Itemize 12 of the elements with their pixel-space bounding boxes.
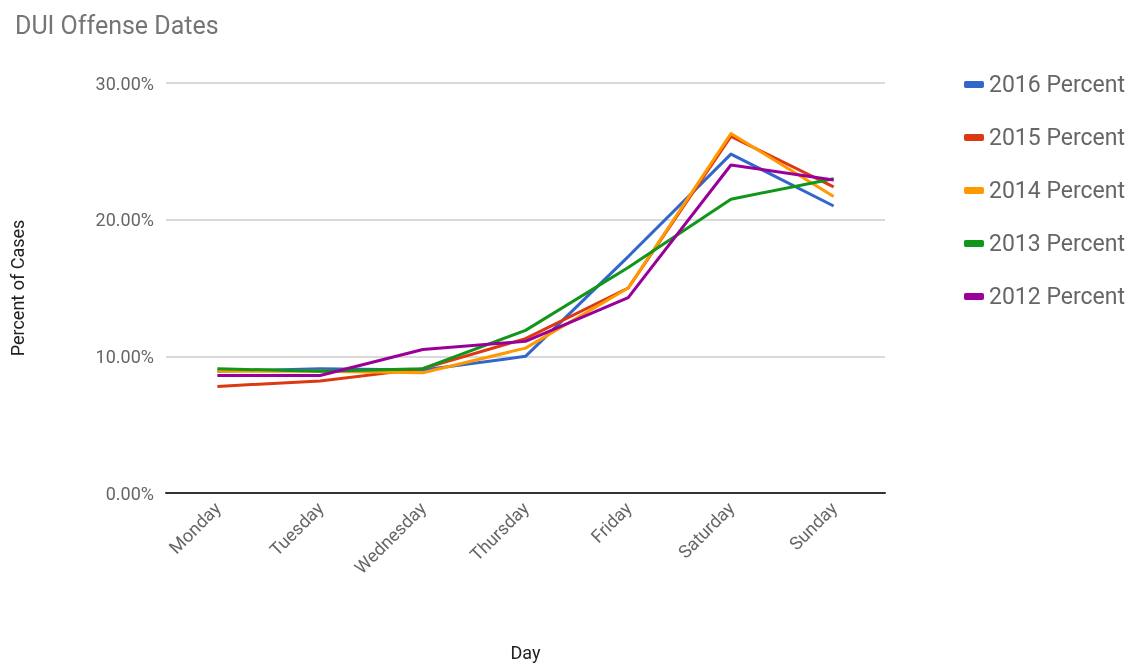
y-axis-title: Percent of Cases: [6, 219, 28, 357]
legend-label: 2014 Percent: [988, 177, 1125, 204]
chart-title: DUI Offense Dates: [15, 11, 219, 40]
legend-label: 2016 Percent: [988, 71, 1125, 98]
y-tick-label: 0.00%: [105, 482, 154, 504]
legend-label: 2015 Percent: [988, 124, 1125, 151]
y-tick-label: 30.00%: [95, 72, 154, 94]
y-tick-label: 20.00%: [95, 209, 154, 231]
legend-label: 2012 Percent: [988, 283, 1125, 310]
x-axis-title: Day: [510, 641, 541, 663]
y-tick-label: 10.00%: [95, 345, 154, 367]
legend-label: 2013 Percent: [988, 230, 1125, 257]
